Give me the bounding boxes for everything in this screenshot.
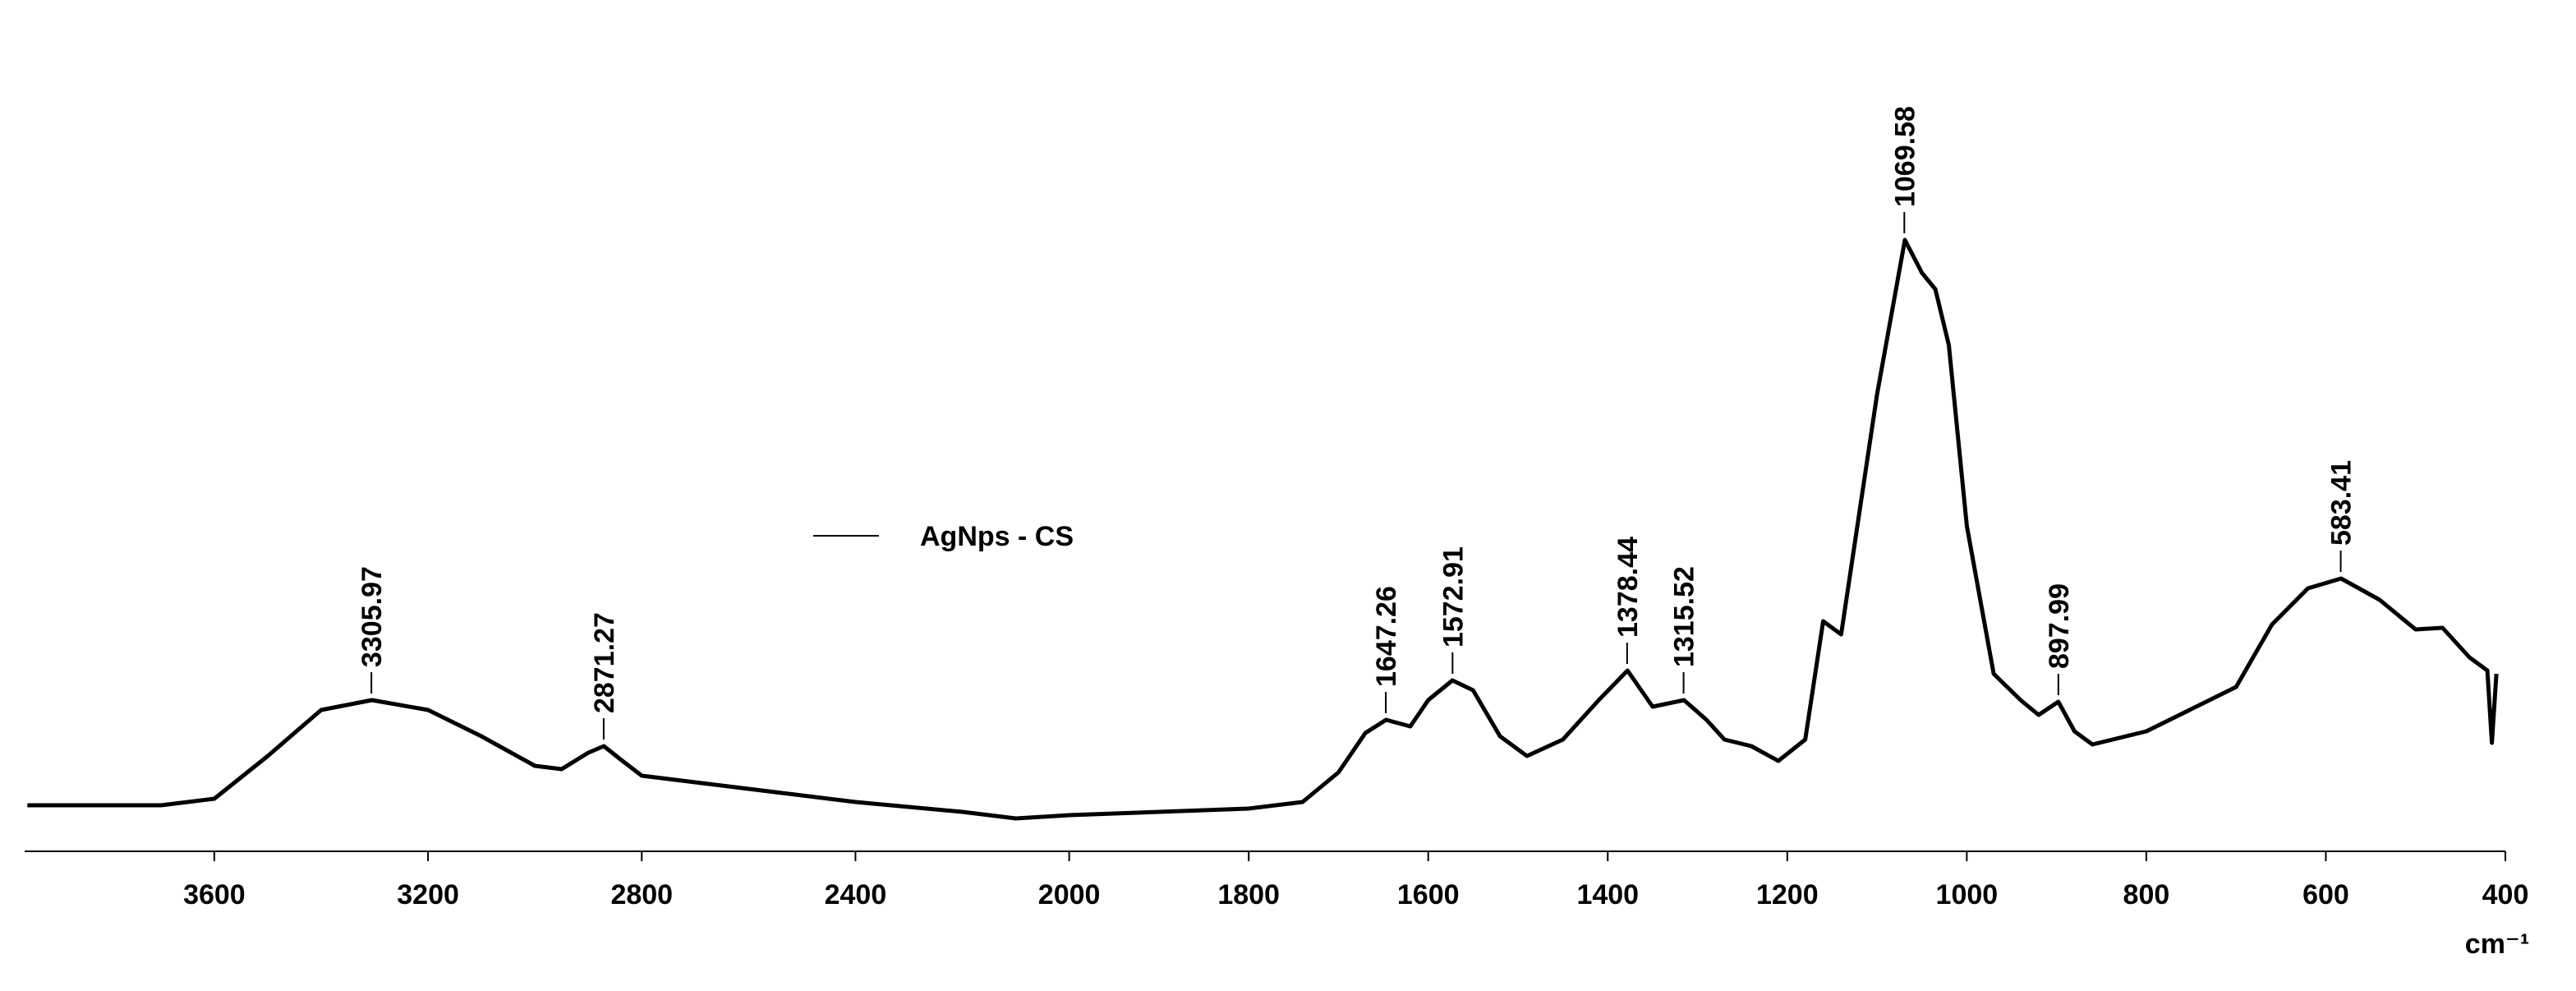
peak-label: 1647.26 — [1371, 586, 1402, 687]
x-axis-label: cm⁻¹ — [2465, 929, 2529, 960]
peak-label: 2871.27 — [589, 612, 620, 713]
peak-label: 583.41 — [2326, 460, 2358, 546]
spectrum-line — [27, 237, 2499, 821]
x-tick-label: 3200 — [397, 879, 459, 910]
x-tick-label: 2400 — [825, 879, 887, 910]
x-tick-label: 1000 — [1936, 879, 1999, 910]
peak-label: 1572.91 — [1438, 546, 1469, 648]
x-tick-label: 1400 — [1576, 879, 1639, 910]
peak-label: 1378.44 — [1612, 537, 1644, 638]
x-tick-label: 2800 — [610, 879, 673, 910]
peak-label: 3305.97 — [356, 566, 388, 667]
peak-label: 1315.52 — [1669, 566, 1700, 667]
x-tick-label: 1600 — [1397, 879, 1460, 910]
x-tick-label: 1800 — [1217, 879, 1280, 910]
legend-label: AgNps - CS — [920, 521, 1074, 552]
peak-label: 1069.58 — [1889, 106, 1920, 207]
x-tick-label: 400 — [2482, 879, 2529, 910]
x-tick-label: 3600 — [183, 879, 246, 910]
x-tick-label: 2000 — [1038, 879, 1101, 910]
x-tick-label: 600 — [2302, 879, 2349, 910]
x-tick-label: 1200 — [1756, 879, 1819, 910]
peak-label: 897.99 — [2044, 583, 2075, 669]
x-tick-label: 800 — [2123, 879, 2170, 910]
